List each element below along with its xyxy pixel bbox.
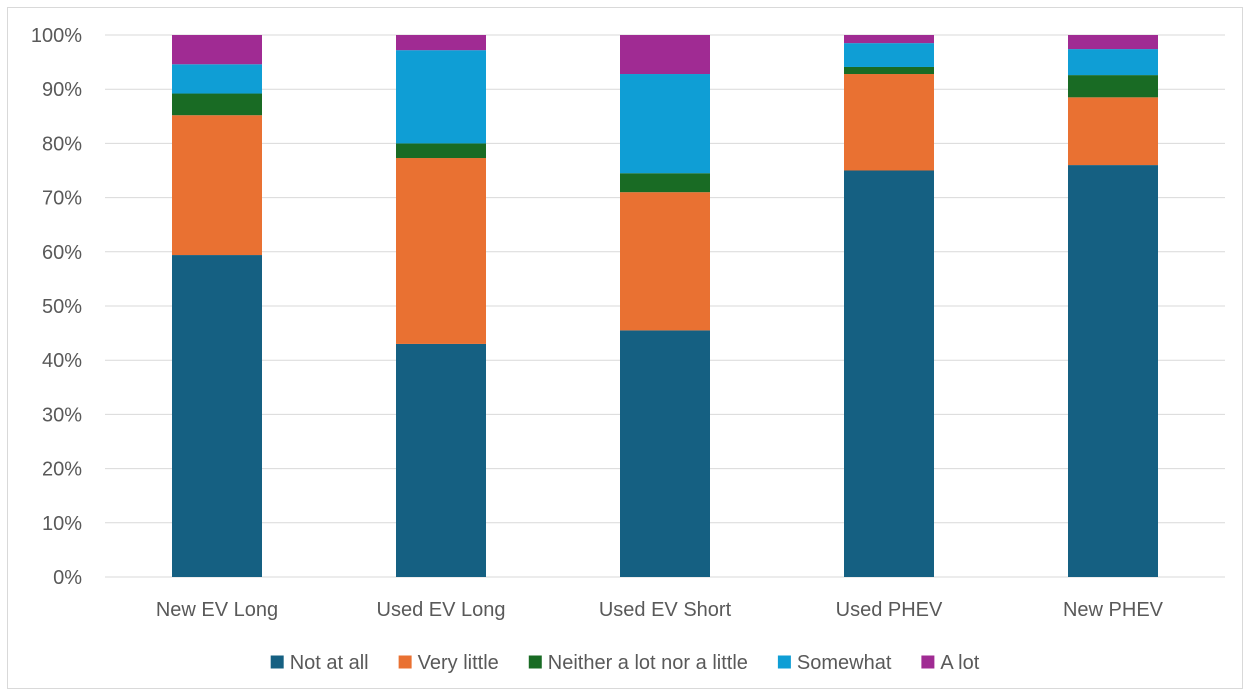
y-axis-ticks: 0% 10% 20% 30% 40% 50% 60% 70% 80% 90% 100%	[31, 25, 82, 589]
bar-segment-not-at-all	[844, 170, 934, 577]
bar-segment-a-lot	[844, 35, 934, 44]
bar-segment-somewhat	[1068, 49, 1158, 76]
bar-segment-a-lot	[620, 35, 710, 75]
legend-label: Neither a lot nor a little	[548, 652, 748, 674]
y-tick-label: 40%	[42, 350, 82, 372]
bar-segment-neither-a-lot-nor-a-little	[1068, 75, 1158, 98]
y-tick-label: 50%	[42, 296, 82, 318]
bar-segment-a-lot	[396, 35, 486, 51]
legend-item-somewhat: Somewhat	[777, 652, 892, 674]
bar-segment-not-at-all	[1068, 165, 1158, 577]
bar-segment-very-little	[396, 158, 486, 344]
y-tick-label: 60%	[42, 242, 82, 264]
y-tick-label: 0%	[53, 567, 82, 589]
bar-segment-neither-a-lot-nor-a-little	[844, 66, 934, 75]
bar-segment-somewhat	[844, 43, 934, 67]
legend: Not at all Very little Neither a lot nor a…	[270, 652, 980, 674]
bar-segment-very-little	[620, 192, 710, 331]
bar-segment-not-at-all	[396, 343, 486, 577]
legend-item-not-at-all: Not at all	[270, 652, 369, 674]
y-tick-label: 80%	[42, 133, 82, 155]
bar-segment-neither-a-lot-nor-a-little	[396, 143, 486, 159]
legend-swatch	[398, 655, 412, 669]
bar-segment-somewhat	[172, 64, 262, 94]
x-tick-label: Used EV Long	[377, 599, 506, 621]
bar-segment-not-at-all	[620, 330, 710, 577]
legend-label: Very little	[418, 652, 499, 674]
y-tick-label: 30%	[42, 404, 82, 426]
x-tick-label: Used EV Short	[599, 599, 732, 621]
x-axis-ticks: New EV Long Used EV Long Used EV Short Used…	[156, 599, 1164, 621]
bar-segment-neither-a-lot-nor-a-little	[620, 173, 710, 193]
legend-item-neither-a-lot-nor-a-little: Neither a lot nor a little	[528, 652, 748, 674]
legend-item-very-little: Very little	[398, 652, 499, 674]
bar-segment-somewhat	[620, 74, 710, 174]
bar-segment-a-lot	[172, 35, 262, 65]
legend-item-a-lot: A lot	[921, 652, 980, 674]
legend-swatch	[528, 655, 542, 669]
bar-segment-not-at-all	[172, 255, 262, 577]
legend-label: Somewhat	[797, 652, 892, 674]
y-tick-label: 90%	[42, 79, 82, 101]
bar-segment-somewhat	[396, 50, 486, 144]
y-tick-label: 20%	[42, 459, 82, 481]
bar-segment-very-little	[844, 74, 934, 171]
legend-label: A lot	[940, 652, 979, 674]
x-tick-label: New PHEV	[1063, 599, 1164, 621]
y-tick-label: 100%	[31, 25, 82, 47]
x-tick-label: New EV Long	[156, 599, 278, 621]
bar-segment-neither-a-lot-nor-a-little	[172, 93, 262, 116]
bar-segment-a-lot	[1068, 35, 1158, 50]
legend-swatch	[270, 655, 284, 669]
bar-segment-very-little	[172, 115, 262, 256]
x-tick-label: Used PHEV	[836, 599, 943, 621]
legend-label: Not at all	[290, 652, 369, 674]
legend-swatch	[921, 655, 935, 669]
legend-swatch	[777, 655, 791, 669]
bar-segment-very-little	[1068, 97, 1158, 166]
y-tick-label: 10%	[42, 513, 82, 535]
bars	[172, 35, 1158, 577]
y-tick-label: 70%	[42, 188, 82, 210]
